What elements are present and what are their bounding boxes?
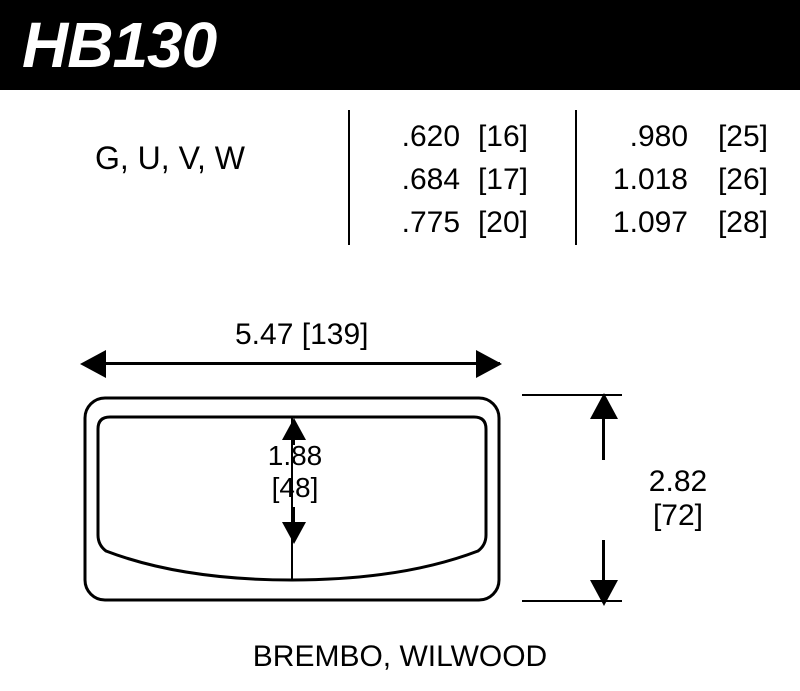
- inner-height-inch: 1.88: [255, 440, 335, 472]
- thickness-mm: [26]: [698, 158, 768, 201]
- thickness-row: 1.097[28]: [598, 201, 768, 244]
- thickness-inch: 1.018: [598, 158, 688, 201]
- inner-height-mm: [48]: [255, 472, 335, 504]
- arrow-left-icon: [80, 350, 106, 378]
- thickness-row: .620[16]: [370, 115, 528, 158]
- thickness-inch: .980: [598, 115, 688, 158]
- thickness-inch: .775: [370, 201, 460, 244]
- thickness-inch: .684: [370, 158, 460, 201]
- inner-dim-line: [292, 507, 295, 527]
- thickness-column-1: .620[16] .684[17] .775[20]: [370, 115, 528, 244]
- thickness-column-2: .980[25] 1.018[26] 1.097[28]: [598, 115, 768, 244]
- thickness-mm: [16]: [466, 115, 528, 158]
- pad-diagram: 5.47 [139] 1.88 [48] 2.82 [72]: [60, 300, 760, 650]
- divider-1: [348, 110, 350, 245]
- width-inch: 5.47: [235, 318, 293, 351]
- thickness-row: .775[20]: [370, 201, 528, 244]
- inner-height-dimension: 1.88 [48]: [255, 440, 335, 504]
- height-dim-line: [602, 400, 605, 460]
- arrow-down-icon: [590, 580, 618, 606]
- height-mm: [72]: [638, 499, 718, 533]
- width-dimension: 5.47 [139]: [235, 318, 368, 352]
- thickness-mm: [17]: [466, 158, 528, 201]
- part-number: HB130: [22, 8, 216, 82]
- height-dimension: 2.82 [72]: [638, 465, 718, 533]
- width-line: [84, 362, 500, 365]
- thickness-mm: [20]: [466, 201, 528, 244]
- thickness-inch: .620: [370, 115, 460, 158]
- thickness-inch: 1.097: [598, 201, 688, 244]
- thickness-row: .684[17]: [370, 158, 528, 201]
- width-mm: [139]: [302, 318, 369, 351]
- thickness-row: .980[25]: [598, 115, 768, 158]
- compound-codes: G, U, V, W: [95, 140, 245, 177]
- title-bar: HB130: [0, 0, 800, 90]
- caliper-compatibility: BREMBO, WILWOOD: [0, 640, 800, 674]
- height-inch: 2.82: [638, 465, 718, 499]
- divider-2: [575, 110, 577, 245]
- arrow-right-icon: [476, 350, 502, 378]
- thickness-mm: [28]: [698, 201, 768, 244]
- thickness-mm: [25]: [698, 115, 768, 158]
- inner-dim-line: [292, 430, 295, 445]
- thickness-row: 1.018[26]: [598, 158, 768, 201]
